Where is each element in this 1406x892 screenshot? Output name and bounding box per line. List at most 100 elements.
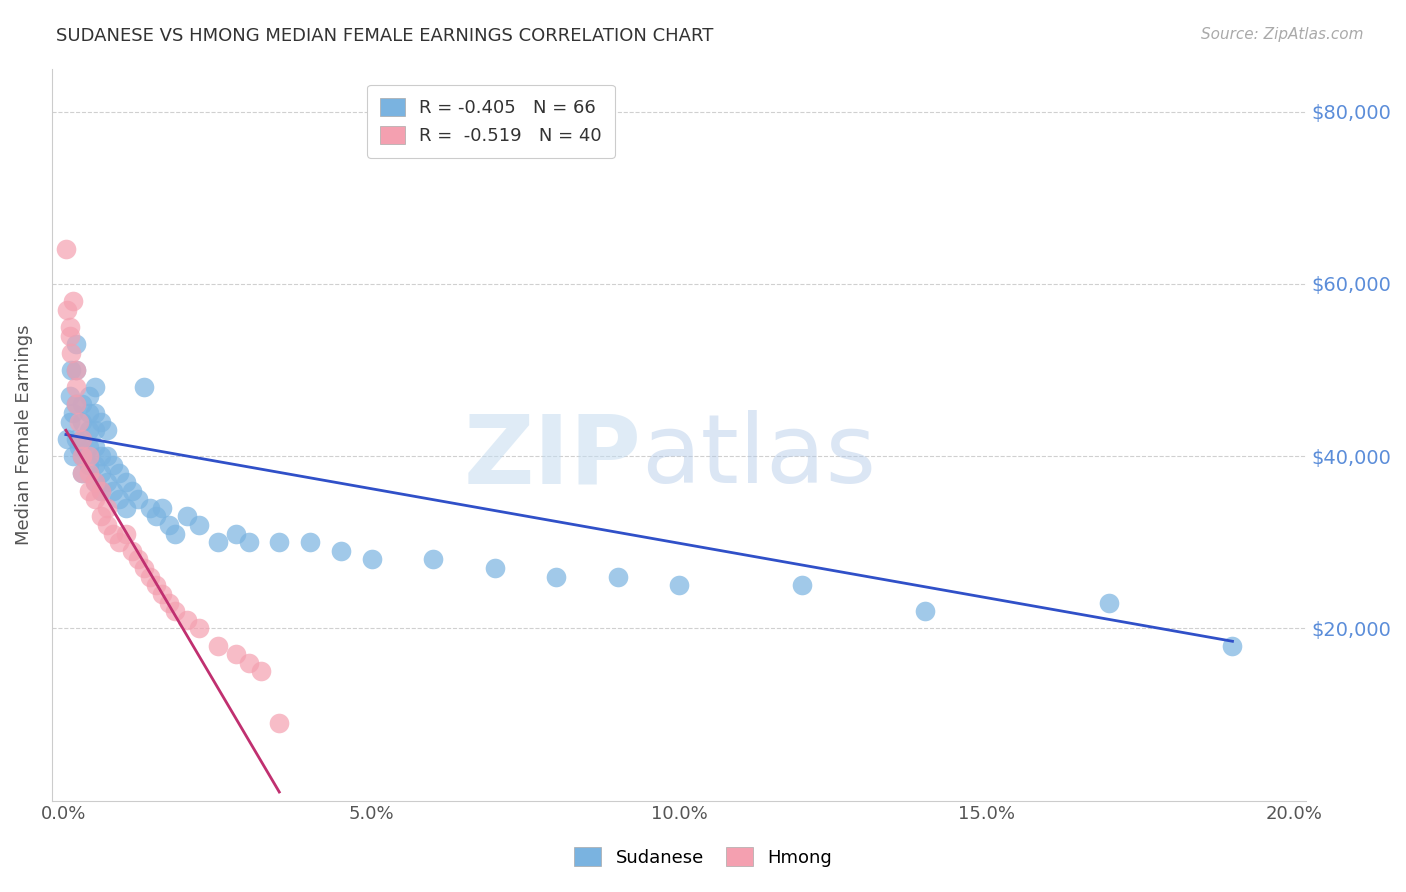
Point [250,665,273,679]
Point [56,302,79,317]
Point [422,552,444,566]
Point [207,639,229,653]
Point [59,415,82,429]
Point [72,449,94,463]
Point [72,432,94,446]
Point [62,294,84,309]
Point [299,535,322,549]
Point [176,613,198,627]
Point [188,621,211,635]
Text: Source: ZipAtlas.com: Source: ZipAtlas.com [1201,27,1364,42]
Point [103,483,125,498]
Point [163,526,186,541]
Point [96,518,118,533]
Point [72,432,94,446]
Point [238,535,260,549]
Point [114,475,136,489]
Point [55,243,77,257]
Text: atlas: atlas [641,410,876,503]
Point [83,406,105,420]
Point [114,526,136,541]
Point [914,604,936,618]
Point [157,595,180,609]
Point [108,535,131,549]
Point [77,423,100,437]
Point [103,458,125,472]
Point [132,561,155,575]
Point [59,328,82,343]
Point [1222,639,1244,653]
Point [83,475,105,489]
Point [65,363,87,377]
Point [108,492,131,507]
Point [83,380,105,394]
Point [59,319,82,334]
Point [90,449,112,463]
Point [67,415,90,429]
Point [56,432,79,446]
Point [225,647,247,661]
Point [1098,595,1121,609]
Point [96,500,118,515]
Point [83,475,105,489]
Point [77,389,100,403]
Point [90,483,112,498]
Point [65,397,87,411]
Point [62,406,84,420]
Point [77,449,100,463]
Point [121,483,143,498]
Point [96,449,118,463]
Point [65,380,87,394]
Point [90,483,112,498]
Point [606,570,628,584]
Point [83,492,105,507]
Point [790,578,813,592]
Point [484,561,506,575]
Point [72,467,94,481]
Point [72,397,94,411]
Point [59,389,82,403]
Point [163,604,186,618]
Point [77,441,100,455]
Point [96,475,118,489]
Point [83,423,105,437]
Text: ZIP: ZIP [464,410,641,503]
Point [668,578,690,592]
Point [269,716,291,731]
Point [83,441,105,455]
Point [145,509,167,524]
Point [114,500,136,515]
Point [329,544,352,558]
Point [90,415,112,429]
Point [360,552,382,566]
Legend: R = -0.405   N = 66, R =  -0.519   N = 40: R = -0.405 N = 66, R = -0.519 N = 40 [367,85,614,158]
Point [176,509,198,524]
Point [65,337,87,351]
Point [127,552,149,566]
Point [121,544,143,558]
Point [152,587,174,601]
Point [60,363,83,377]
Legend: Sudanese, Hmong: Sudanese, Hmong [567,840,839,874]
Point [62,449,84,463]
Point [269,535,291,549]
Y-axis label: Median Female Earnings: Median Female Earnings [15,325,32,545]
Text: SUDANESE VS HMONG MEDIAN FEMALE EARNINGS CORRELATION CHART: SUDANESE VS HMONG MEDIAN FEMALE EARNINGS… [56,27,714,45]
Point [72,449,94,463]
Point [152,500,174,515]
Point [108,467,131,481]
Point [103,526,125,541]
Point [60,345,83,359]
Point [77,458,100,472]
Point [65,432,87,446]
Point [188,518,211,533]
Point [139,500,162,515]
Point [132,380,155,394]
Point [77,483,100,498]
Point [90,467,112,481]
Point [65,363,87,377]
Point [83,458,105,472]
Point [77,467,100,481]
Point [207,535,229,549]
Point [139,570,162,584]
